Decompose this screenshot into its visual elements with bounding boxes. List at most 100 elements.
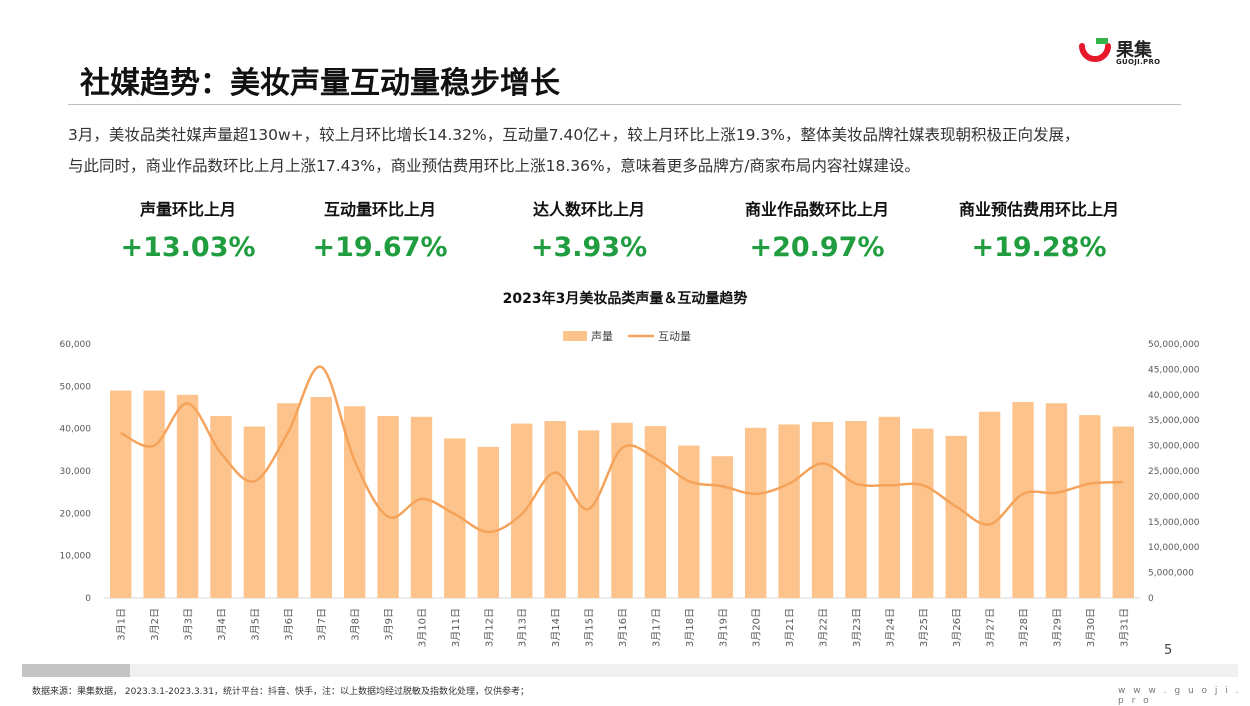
volume-bar (377, 415, 399, 598)
right-axis-tick-label: 25,000,000 (1148, 467, 1200, 477)
x-axis-tick-label: 3月25日 (918, 608, 930, 647)
x-axis-tick-label: 3月1日 (116, 608, 128, 641)
page-number: 5 (1164, 643, 1173, 658)
x-axis-tick-label: 3月31日 (1118, 608, 1130, 647)
right-axis-tick-label: 45,000,000 (1148, 365, 1200, 375)
x-axis-tick-label: 3月4日 (216, 608, 228, 641)
volume-bar (744, 427, 767, 598)
x-axis-tick-label: 3月16日 (617, 608, 629, 647)
left-axis-tick-label: 50,000 (60, 382, 92, 392)
volume-bar (343, 406, 366, 598)
x-axis-tick-label: 3月26日 (951, 608, 963, 647)
right-axis-tick-label: 35,000,000 (1148, 416, 1200, 426)
x-axis-tick-label: 3月20日 (751, 608, 763, 647)
kpi-interaction: 互动量环比上月 +19.67% (270, 196, 490, 263)
volume-interaction-chart: 0 10,000 20,000 30,000 40,000 50,000 60,000 0 5,… (60, 329, 1200, 647)
x-axis-tick-label: 3月27日 (985, 608, 997, 647)
left-axis-tick-label: 0 (85, 594, 91, 604)
volume-bar (176, 394, 199, 598)
volume-bar (912, 428, 934, 598)
x-axis-tick-label: 3月10日 (416, 608, 428, 647)
kpi-label: 达人数环比上月 (532, 200, 645, 219)
kpi-influencers: 达人数环比上月 +3.93% (479, 196, 699, 263)
x-axis-tick-label: 3月6日 (283, 608, 295, 641)
volume-bar (511, 423, 533, 598)
x-axis-tick-label: 3月23日 (851, 608, 863, 647)
x-axis-tick-label: 3月30日 (1085, 608, 1097, 647)
left-axis-tick-label: 10,000 (60, 552, 92, 562)
volume-bar (811, 421, 834, 598)
volume-bar (611, 422, 633, 598)
x-axis-tick-label: 3月5日 (249, 608, 261, 641)
website-url: w w w . g u o j i . p r o (1118, 686, 1241, 706)
volume-bar (277, 403, 299, 598)
x-axis-tick-label: 3月18日 (684, 608, 696, 647)
legend-label-interaction: 互动量 (658, 330, 691, 343)
left-axis-tick-label: 20,000 (60, 509, 92, 519)
kpi-label: 商业作品数环比上月 (744, 200, 889, 219)
volume-bar (845, 421, 867, 598)
horizontal-scrollbar[interactable] (22, 664, 1238, 677)
kpi-value: +13.03% (120, 232, 256, 263)
kpi-value: +20.97% (749, 232, 885, 263)
scrollbar-thumb[interactable] (22, 664, 130, 677)
right-axis-tick-label: 50,000,000 (1148, 340, 1200, 350)
kpi-volume: 声量环比上月 +13.03% (78, 196, 298, 263)
right-axis-tick-label: 10,000,000 (1148, 543, 1200, 553)
volume-bar (477, 446, 500, 598)
kpi-value: +19.67% (312, 232, 448, 263)
x-axis-tick-label: 3月24日 (884, 608, 896, 647)
x-axis-tick-label: 3月7日 (316, 608, 328, 641)
kpi-commercial-works: 商业作品数环比上月 +20.97% (707, 196, 927, 263)
volume-bar (544, 421, 566, 598)
x-axis-tick-label: 3月22日 (818, 608, 830, 647)
x-axis-tick-label: 3月11日 (450, 608, 462, 647)
x-axis-tick-label: 3月28日 (1018, 608, 1030, 647)
kpi-label: 互动量环比上月 (323, 200, 436, 219)
volume-bar (1112, 426, 1134, 598)
chart-title: 2023年3月美妆品类声量＆互动量趋势 (502, 291, 748, 307)
x-axis-tick-label: 3月3日 (183, 608, 195, 641)
left-axis-tick-label: 40,000 (60, 425, 92, 435)
legend-swatch-volume (563, 331, 587, 341)
x-axis-tick-label: 3月8日 (350, 608, 362, 641)
volume-bar (678, 445, 700, 598)
volume-bar (978, 411, 1001, 598)
volume-bar (110, 390, 132, 598)
volume-bar (878, 416, 901, 598)
left-axis-tick-label: 60,000 (60, 340, 92, 350)
x-axis-tick-label: 3月12日 (483, 608, 495, 647)
right-axis-tick-label: 40,000,000 (1148, 391, 1200, 401)
right-axis-tick-label: 0 (1148, 594, 1154, 604)
x-axis-tick-label: 3月9日 (383, 608, 395, 641)
interaction-line (120, 365, 1124, 534)
right-axis-tick-label: 5,000,000 (1148, 569, 1194, 579)
x-axis-tick-label: 3月13日 (517, 608, 529, 647)
title-divider (68, 104, 1181, 105)
kpi-label: 商业预估费用环比上月 (958, 200, 1119, 219)
guoji-logo-icon (1079, 38, 1111, 62)
x-axis-tick-label: 3月14日 (550, 608, 562, 647)
left-axis-tick-label: 30,000 (60, 467, 92, 477)
volume-bar (778, 424, 800, 598)
x-axis-tick-label: 3月19日 (717, 608, 729, 647)
volume-bar (1012, 401, 1034, 598)
source-note: 数据来源：果集数据， 2023.3.1-2023.3.31，统计平台：抖音、快手… (32, 687, 529, 697)
volume-bar (243, 426, 266, 598)
kpi-value: +3.93% (530, 232, 648, 263)
kpi-value: +19.28% (971, 232, 1107, 263)
volume-bar (1079, 415, 1101, 598)
brand-name: 果集 (1116, 40, 1152, 61)
kpi-commercial-cost: 商业预估费用环比上月 +19.28% (929, 196, 1149, 263)
x-axis-tick-label: 3月29日 (1051, 608, 1063, 647)
x-axis-tick-label: 3月17日 (650, 608, 662, 647)
brand-logo: 果集 GUOJI.PRO (1078, 34, 1178, 70)
x-axis-tick-label: 3月2日 (149, 608, 161, 641)
volume-bar (310, 396, 332, 598)
x-axis-tick-label: 3月21日 (784, 608, 796, 647)
volume-bar (711, 456, 733, 598)
volume-bar (945, 435, 967, 598)
page-title: 社媒趋势：美妆声量互动量稳步增长 (80, 66, 560, 101)
right-axis-tick-label: 30,000,000 (1148, 442, 1200, 452)
volume-bar (577, 430, 600, 598)
